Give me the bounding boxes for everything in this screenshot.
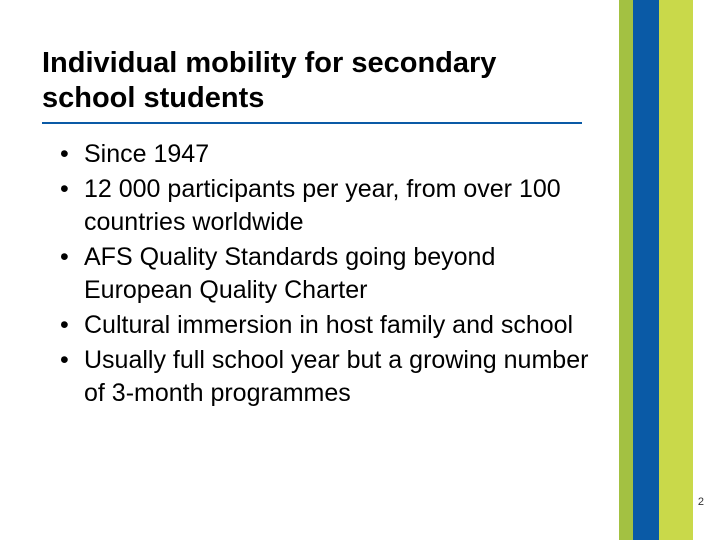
slide-title: Individual mobility for secondary school… — [42, 46, 590, 116]
bullet-item: 12 000 participants per year, from over … — [42, 173, 590, 239]
decor-stripe-1 — [619, 0, 633, 540]
bullet-item: AFS Quality Standards going beyond Europ… — [42, 241, 590, 307]
content-area: Individual mobility for secondary school… — [42, 46, 590, 412]
bullet-item: Since 1947 — [42, 138, 590, 171]
title-underline — [42, 122, 582, 124]
bullet-item: Usually full school year but a growing n… — [42, 344, 590, 410]
page-number: 2 — [698, 496, 704, 508]
slide: Individual mobility for secondary school… — [0, 0, 720, 540]
decor-stripe-2 — [633, 0, 659, 540]
bullet-list: Since 1947 12 000 participants per year,… — [42, 138, 590, 410]
bullet-item: Cultural immersion in host family and sc… — [42, 309, 590, 342]
decor-stripe-3 — [659, 0, 693, 540]
